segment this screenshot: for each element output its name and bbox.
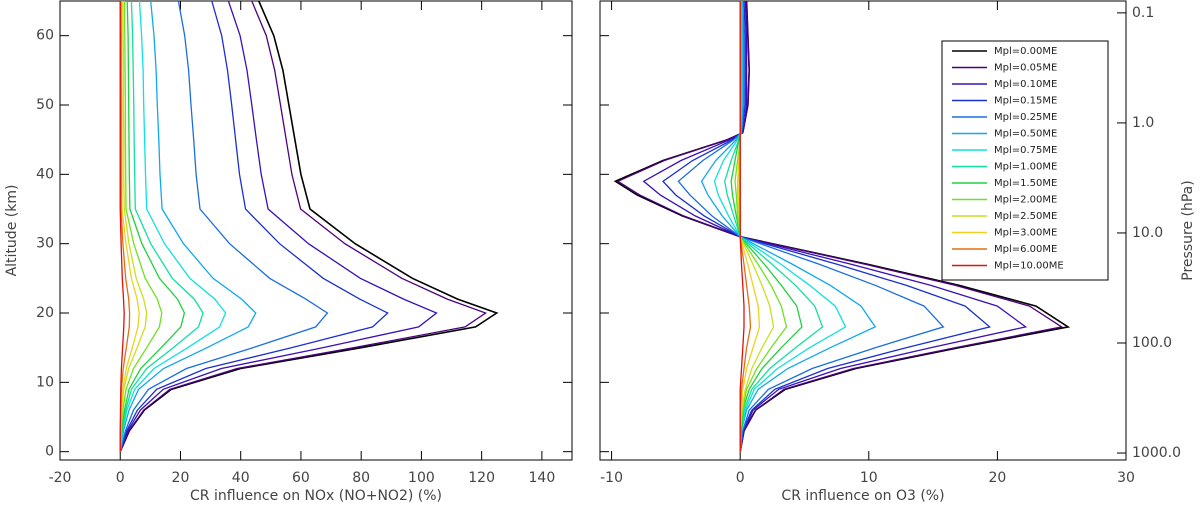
legend-box bbox=[941, 40, 1109, 281]
data-line bbox=[119, 0, 257, 452]
data-line bbox=[119, 0, 329, 452]
data-line bbox=[119, 0, 163, 452]
legend-label: Mpl=3.00ME bbox=[994, 228, 1057, 239]
y-tick-label: 50 bbox=[36, 97, 54, 113]
data-line bbox=[119, 0, 148, 452]
data-line bbox=[739, 1, 745, 452]
x-tick-label: 20 bbox=[988, 470, 1006, 486]
y2-tick-label: 10.0 bbox=[1132, 225, 1163, 241]
x-tick-label: 40 bbox=[232, 470, 250, 486]
x-tick-label: 80 bbox=[352, 470, 370, 486]
x-tick-label: 60 bbox=[292, 470, 310, 486]
data-line bbox=[119, 0, 499, 453]
x-tick-label: -10 bbox=[600, 470, 623, 486]
data-line bbox=[119, 0, 488, 452]
x-tick-label: 20 bbox=[172, 470, 190, 486]
x-tick-label: 0 bbox=[736, 470, 745, 486]
y-axis-label: Altitude (km) bbox=[4, 185, 20, 277]
legend-label: Mpl=0.25ME bbox=[994, 112, 1057, 123]
x-tick-label: -20 bbox=[49, 470, 72, 486]
y2-tick-label: 100.0 bbox=[1132, 335, 1172, 351]
x-tick-label: 140 bbox=[529, 470, 556, 486]
x-axis-label: CR influence on NOx (NO+NO2) (%) bbox=[190, 488, 442, 504]
legend-label: Mpl=0.50ME bbox=[994, 129, 1057, 140]
data-line bbox=[119, 0, 438, 452]
legend-label: Mpl=0.75ME bbox=[994, 145, 1057, 156]
y2-axis-label: Pressure (hPa) bbox=[1180, 180, 1196, 280]
x-tick-label: 120 bbox=[468, 470, 495, 486]
x-axis-label: CR influence on O3 (%) bbox=[781, 488, 944, 504]
legend-label: Mpl=0.00ME bbox=[994, 46, 1057, 57]
legend-label: Mpl=10.00ME bbox=[994, 261, 1064, 272]
legend-label: Mpl=2.00ME bbox=[994, 195, 1057, 206]
x-tick-label: 30 bbox=[1117, 470, 1135, 486]
legend-label: Mpl=0.10ME bbox=[994, 79, 1057, 90]
legend-label: Mpl=6.00ME bbox=[994, 244, 1057, 255]
legend-label: Mpl=1.00ME bbox=[994, 162, 1057, 173]
plot-frame bbox=[59, 0, 573, 461]
legend-label: Mpl=2.50ME bbox=[994, 211, 1057, 222]
data-line bbox=[119, 0, 227, 452]
data-line bbox=[119, 1, 125, 452]
legend-label: Mpl=0.05ME bbox=[994, 63, 1057, 74]
data-line bbox=[119, 1, 140, 452]
legend-label: Mpl=1.50ME bbox=[994, 178, 1057, 189]
data-line bbox=[119, 0, 389, 452]
x-tick-label: 0 bbox=[116, 470, 125, 486]
y-tick-label: 0 bbox=[45, 444, 54, 460]
y2-tick-label: 0.1 bbox=[1132, 5, 1154, 21]
y-tick-label: 10 bbox=[36, 374, 54, 390]
data-line bbox=[119, 0, 204, 452]
legend-label: Mpl=0.15ME bbox=[994, 96, 1057, 107]
y2-tick-label: 1.0 bbox=[1132, 115, 1154, 131]
y-tick-label: 20 bbox=[36, 305, 54, 321]
y2-tick-label: 1000.0 bbox=[1132, 445, 1181, 461]
y-tick-label: 30 bbox=[36, 236, 54, 252]
data-line bbox=[119, 0, 186, 452]
x-tick-label: 10 bbox=[860, 470, 878, 486]
y-tick-label: 40 bbox=[36, 166, 54, 182]
plot-frame bbox=[599, 0, 1127, 461]
y-tick-label: 60 bbox=[36, 28, 54, 44]
x-tick-label: 100 bbox=[408, 470, 435, 486]
